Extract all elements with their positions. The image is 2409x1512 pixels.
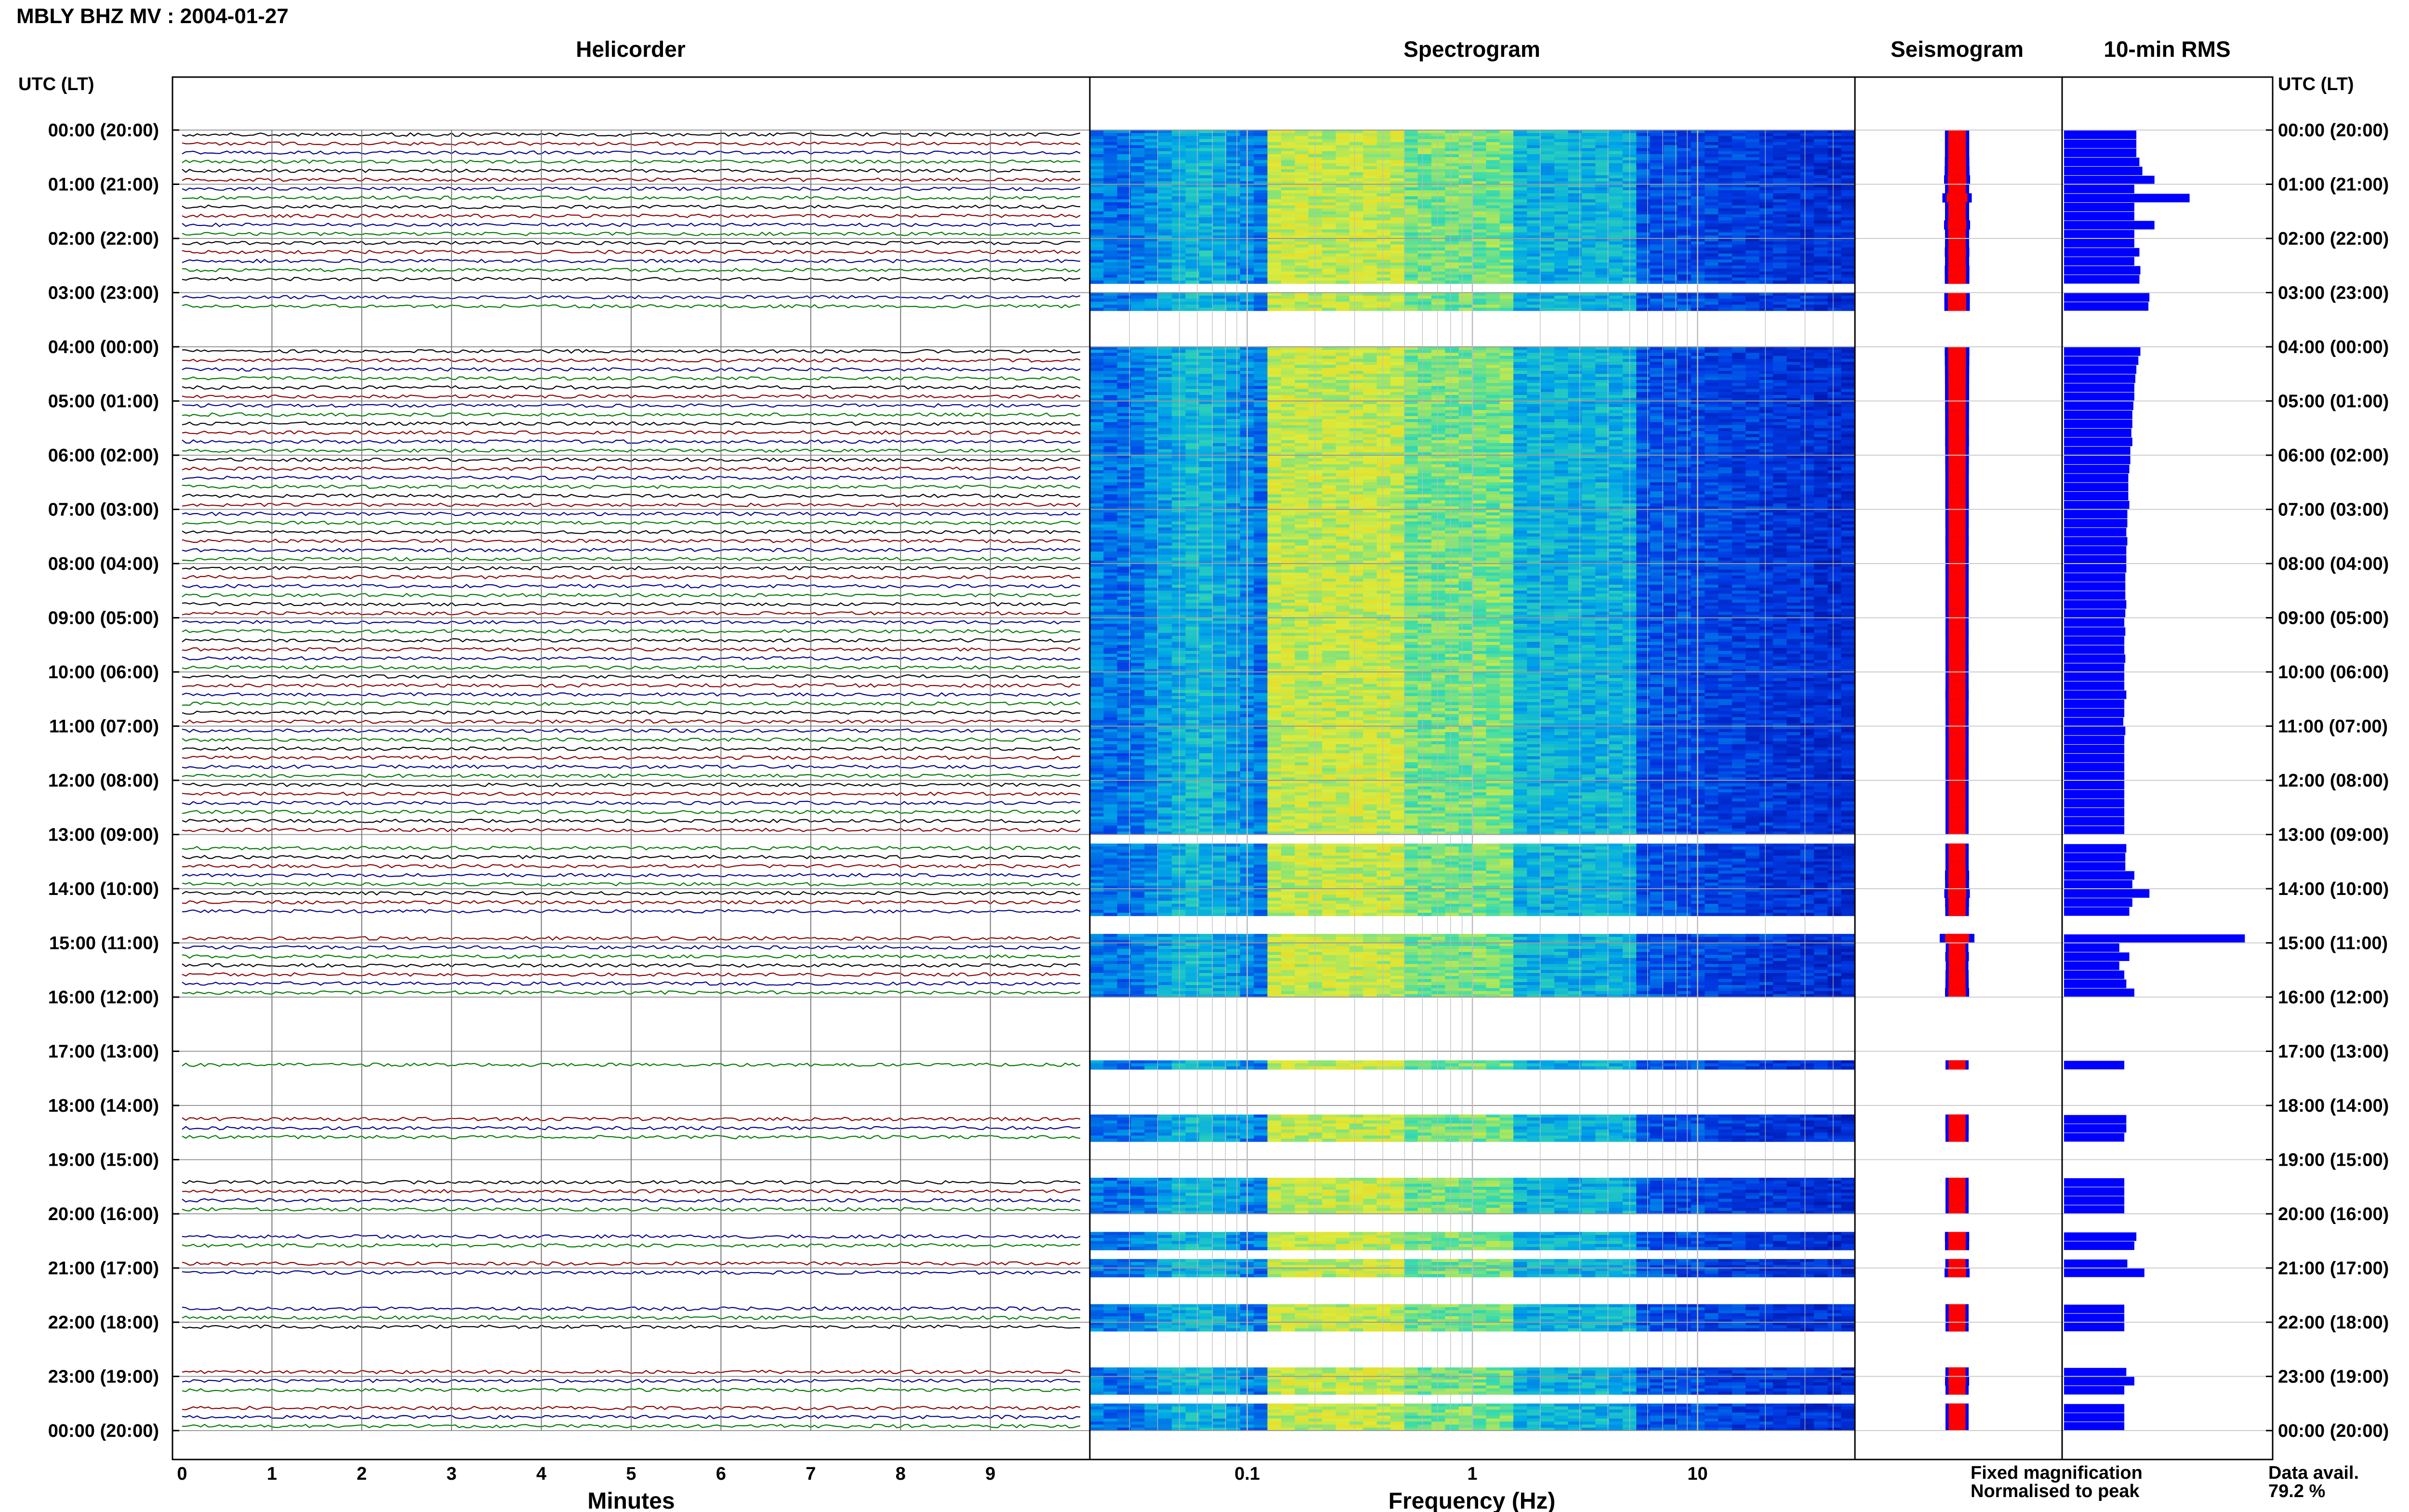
time-label-right: 00:00 (20:00) [2278,120,2389,141]
time-label-left: 00:00 (20:00) [48,1421,159,1441]
time-label-right: 19:00 (15:00) [2278,1150,2389,1170]
minute-tick-label: 2 [357,1464,367,1484]
axis-labels: 00:00 (20:00) 00:00 (20:00) 01:00 (21:00) 0… [48,120,2389,1484]
time-label-left: 04:00 (00:00) [48,337,159,357]
time-label-right: 23:00 (19:00) [2278,1367,2389,1387]
panel-frames [172,76,2274,1460]
time-label-right: 06:00 (02:00) [2278,446,2389,466]
time-label-left: 00:00 (20:00) [48,120,159,141]
time-label-left: 06:00 (02:00) [48,446,159,466]
data-availability-value: 79.2 % [2268,1481,2325,1501]
time-label-left: 17:00 (13:00) [48,1042,159,1062]
time-label-left: 08:00 (04:00) [48,554,159,574]
time-label-right: 02:00 (22:00) [2278,229,2389,249]
time-label-left: 19:00 (15:00) [48,1150,159,1170]
time-label-left: 01:00 (21:00) [48,175,159,195]
rms-title: 10-min RMS [2104,37,2230,62]
time-label-right: 08:00 (04:00) [2278,554,2389,574]
time-label-left: 07:00 (03:00) [48,500,159,520]
time-label-left: 11:00 (07:00) [49,717,159,737]
time-label-left: 05:00 (01:00) [48,392,159,412]
time-label-left: 13:00 (09:00) [48,825,159,845]
minute-tick-label: 1 [267,1464,277,1484]
time-label-left: 10:00 (06:00) [48,662,159,683]
spectrogram-title: Spectrogram [1403,37,1540,62]
time-label-left: 14:00 (10:00) [48,879,159,899]
frequency-tick-label: 1 [1467,1464,1477,1484]
time-label-right: 09:00 (05:00) [2278,608,2389,629]
spectrogram-x-label: Frequency (Hz) [1389,1488,1556,1512]
time-label-left: 09:00 (05:00) [48,608,159,629]
time-label-left: 20:00 (16:00) [48,1204,159,1224]
legend-fixed-magnification: Fixed magnification [1971,1463,2143,1483]
time-label-left: 03:00 (23:00) [48,283,159,303]
time-label-right: 01:00 (21:00) [2278,175,2389,195]
time-label-right: 17:00 (13:00) [2278,1042,2389,1062]
minute-tick-label: 9 [985,1464,995,1484]
page-title: MBLY BHZ MV : 2004-01-27 [16,4,289,28]
minute-tick-label: 8 [896,1464,906,1484]
time-label-right: 13:00 (09:00) [2278,825,2389,845]
spectrogram-image [1090,130,1855,1431]
time-label-left: 22:00 (18:00) [48,1313,159,1333]
legend-normalised-to-peak: Normalised to peak [1971,1481,2140,1501]
time-label-left: 15:00 (11:00) [49,933,159,954]
time-label-left: 12:00 (08:00) [48,771,159,791]
time-label-left: 21:00 (17:00) [48,1259,159,1279]
minute-tick-label: 0 [177,1464,187,1484]
minute-tick-label: 3 [447,1464,457,1484]
time-axis-header-right: UTC (LT) [2278,74,2354,94]
time-label-right: 14:00 (10:00) [2278,879,2389,899]
time-label-right: 11:00 (07:00) [2278,717,2388,737]
time-label-left: 16:00 (12:00) [48,987,159,1008]
minute-tick-label: 6 [716,1464,726,1484]
frequency-tick-label: 0.1 [1234,1464,1260,1484]
minute-tick-label: 4 [536,1464,546,1484]
time-label-right: 03:00 (23:00) [2278,283,2389,303]
minute-tick-label: 7 [806,1464,816,1484]
time-label-right: 00:00 (20:00) [2278,1421,2389,1441]
seismogram-traces [1940,130,1974,1431]
time-label-right: 10:00 (06:00) [2278,662,2389,683]
time-label-left: 23:00 (19:00) [48,1367,159,1387]
helicorder-x-label: Minutes [587,1488,675,1512]
time-label-right: 15:00 (11:00) [2278,933,2388,954]
time-label-right: 05:00 (01:00) [2278,392,2389,412]
panel-grid [172,130,2273,1431]
time-label-right: 22:00 (18:00) [2278,1313,2389,1333]
time-axis-header-left: UTC (LT) [18,74,94,94]
time-label-right: 16:00 (12:00) [2278,987,2389,1008]
time-label-right: 07:00 (03:00) [2278,500,2389,520]
minute-tick-label: 5 [626,1464,636,1484]
frequency-tick-label: 10 [1687,1464,1707,1484]
time-label-right: 21:00 (17:00) [2278,1259,2389,1279]
time-label-right: 04:00 (00:00) [2278,337,2389,357]
time-label-left: 02:00 (22:00) [48,229,159,249]
time-label-right: 20:00 (16:00) [2278,1204,2389,1224]
helicorder-title: Helicorder [576,37,686,62]
time-label-right: 18:00 (14:00) [2278,1096,2389,1116]
rms-bars [2064,131,2245,1431]
time-label-left: 18:00 (14:00) [48,1096,159,1116]
time-label-right: 12:00 (08:00) [2278,771,2389,791]
seismogram-title: Seismogram [1891,37,2024,62]
data-availability-label: Data avail. [2268,1463,2359,1483]
